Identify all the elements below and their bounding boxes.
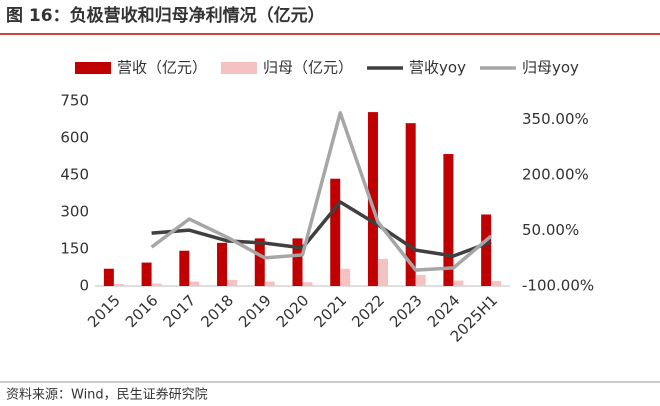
- x-tick-label: 2016: [122, 291, 162, 331]
- x-tick-label: 2022: [348, 291, 388, 331]
- x-tick-label: 2015: [84, 291, 124, 331]
- bar: [415, 274, 426, 286]
- bar: [367, 112, 378, 286]
- bar: [103, 268, 114, 286]
- x-tick-label: 2023: [386, 291, 426, 331]
- x-tick-label: 2020: [273, 291, 313, 331]
- bar: [264, 281, 275, 286]
- legend-label: 营收（亿元）: [117, 59, 207, 77]
- y-tick-label: 0: [79, 277, 89, 295]
- y-tick-label: 450: [60, 166, 89, 184]
- y2-tick-label: 200.00%: [522, 166, 589, 184]
- legend-swatch: [221, 62, 258, 74]
- legend-swatch: [75, 62, 111, 74]
- x-tick-label: 2017: [160, 291, 200, 331]
- y-tick-label: 300: [60, 203, 89, 221]
- bar: [302, 282, 313, 286]
- bar: [443, 154, 454, 286]
- bar: [330, 178, 341, 286]
- x-tick-label: 2018: [197, 291, 237, 331]
- bar: [151, 283, 162, 286]
- bar: [254, 238, 265, 286]
- x-tick-label: 2019: [235, 291, 275, 331]
- x-tick-label: 2021: [311, 291, 351, 331]
- bar: [453, 280, 464, 286]
- bar: [405, 123, 416, 286]
- source: 资料来源：Wind，民生证券研究院: [6, 387, 208, 403]
- bar: [292, 238, 303, 286]
- y-tick-label: 150: [60, 240, 89, 258]
- line: [151, 200, 492, 258]
- chart-title: 图 16：负极营收和归母净利情况（亿元）: [6, 5, 325, 26]
- y-tick-label: 600: [60, 129, 89, 147]
- bar: [113, 284, 124, 286]
- bar: [227, 279, 238, 286]
- y-tick-label: 750: [60, 92, 89, 110]
- legend-label: 归母yoy: [522, 59, 579, 77]
- y2-tick-label: 50.00%: [522, 221, 579, 239]
- line: [150, 111, 493, 272]
- bar: [340, 268, 351, 286]
- legend-label: 营收yoy: [409, 59, 466, 77]
- legend-label: 归母（亿元）: [263, 59, 353, 77]
- bar: [377, 258, 388, 286]
- bar: [491, 281, 502, 286]
- bar: [189, 281, 200, 286]
- y2-tick-label: -100.00%: [522, 277, 594, 295]
- bar: [141, 262, 152, 286]
- bar: [217, 242, 228, 286]
- bar: [481, 214, 492, 286]
- y2-tick-label: 350.00%: [522, 110, 589, 128]
- bar: [179, 250, 190, 286]
